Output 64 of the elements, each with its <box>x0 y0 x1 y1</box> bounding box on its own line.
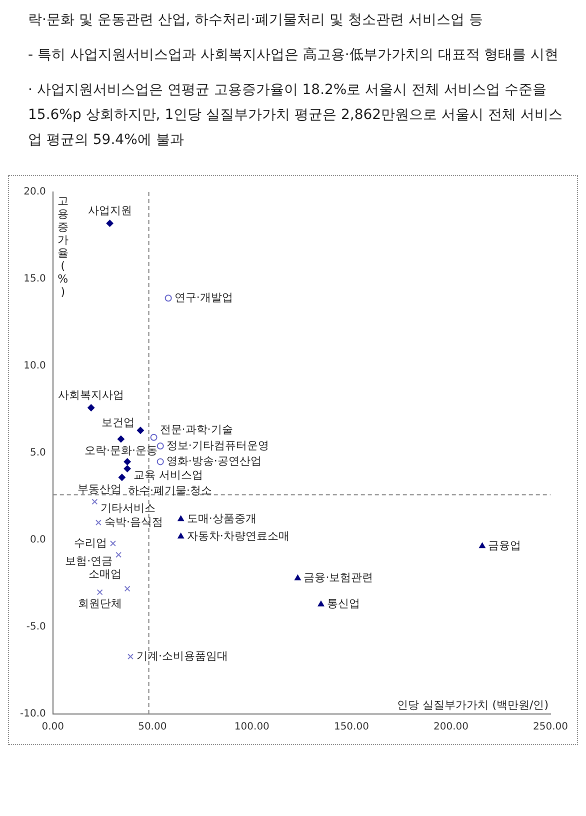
point <box>479 542 486 548</box>
y-tick-label: 5.0 <box>30 448 46 459</box>
point <box>118 474 126 481</box>
annotation: 숙박·음식점 <box>104 515 163 528</box>
y-tick-label: 20.0 <box>24 186 46 198</box>
point <box>95 520 102 526</box>
annotation: 부동산업 <box>77 482 122 496</box>
y-tick-label: 15.0 <box>24 274 46 285</box>
point <box>156 442 164 450</box>
point <box>88 404 95 412</box>
point <box>117 436 124 443</box>
point <box>156 458 164 466</box>
annotation: 보건업 <box>101 416 134 430</box>
point <box>178 516 184 522</box>
annotation: 교육 서비스업 <box>133 468 203 482</box>
point <box>136 426 144 434</box>
annotation: 금융업 <box>488 538 522 552</box>
annotation: 회원단체 <box>78 597 122 610</box>
x-tick-label: 150.00 <box>334 722 369 733</box>
annotation: 기타서비스 <box>100 502 156 515</box>
y-axis-title: 고용증가율(%) <box>57 194 68 298</box>
point <box>124 458 131 466</box>
annotation: 오락·문화·운동 <box>84 444 158 457</box>
point <box>124 586 130 592</box>
text: · 사업지원서비스업은 연평균 고용증가율이 18.2%로 서울시 전체 서비스업 수준을 15.6%p 상회하지만, 1인당 실질부가가치 평균은 2,862만원으로 서울시 전체 서비스업 평균의 59.4%에 불과 <box>28 81 564 150</box>
y-tick-label: 10.0 <box>24 360 46 372</box>
annotation: 사회복지사업 <box>58 388 124 402</box>
point <box>150 434 158 441</box>
text: 락·문화 및 운동관련 산업, 하수처리·폐기물처리 및 청소관련 서비스업 등 <box>28 11 484 30</box>
point <box>110 540 116 546</box>
text: - 특히 사업지원서비스업과 사회복지사업은 高고용·低부가가치의 대표적 형태를 시현 <box>28 46 560 65</box>
x-tick-label: 50.00 <box>138 722 167 733</box>
x-tick-label: 100.00 <box>234 722 270 733</box>
point <box>294 574 301 580</box>
annotation: 보험·연금 <box>65 554 113 568</box>
annotation: 소매업 <box>88 568 122 581</box>
x-tick-label: 250.00 <box>533 722 568 733</box>
annotation: 영화·방송·공연산업 <box>166 454 262 468</box>
annotation: 연구·개발업 <box>174 291 233 304</box>
annotation: 수리업 <box>74 536 107 550</box>
x-tick-label: 200.00 <box>433 722 468 733</box>
point <box>96 589 103 596</box>
annotation: 금융·보험관련 <box>304 571 374 584</box>
point <box>178 533 184 539</box>
point <box>124 465 131 472</box>
annotation: 정보·기타컴퓨터운영 <box>166 438 269 452</box>
annotation: 기계·소비용품임대 <box>136 649 228 662</box>
point <box>106 220 114 227</box>
annotation: 전문·과학·기술 <box>160 423 233 436</box>
y-tick-label: -5.0 <box>26 622 46 633</box>
annotation: 자동차·차량연료소매 <box>186 529 290 542</box>
x-axis-title: 인당 실질부가가치 (백만원/인) <box>397 698 549 712</box>
annotation: 도매·상품중개 <box>186 512 256 525</box>
y-tick-label: 0.0 <box>30 534 46 546</box>
point <box>92 498 98 505</box>
point <box>318 600 324 606</box>
point <box>116 552 122 558</box>
annotation: 사업지원 <box>88 204 132 218</box>
y-tick-label: -10.0 <box>20 708 46 720</box>
annotation: 통신업 <box>327 597 360 610</box>
x-tick-label: 0.00 <box>42 722 64 733</box>
point <box>128 654 134 660</box>
annotation: 하수·폐기물·청소 <box>128 484 212 498</box>
point <box>164 294 172 302</box>
